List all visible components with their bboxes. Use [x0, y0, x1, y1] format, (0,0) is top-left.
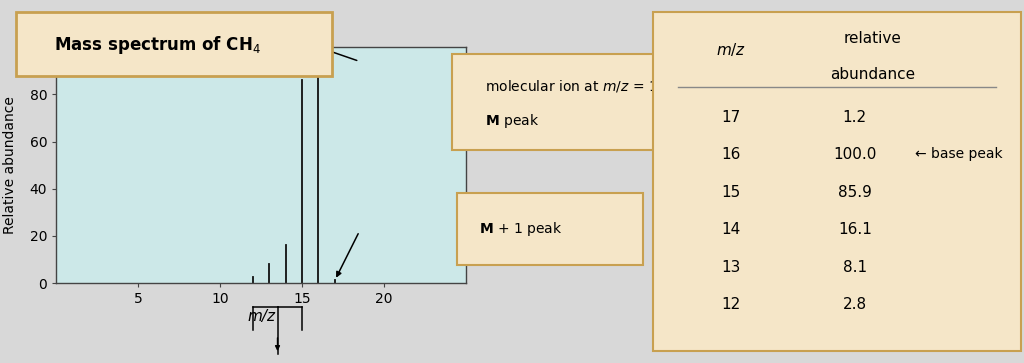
Text: abundance: abundance — [829, 67, 915, 82]
Text: 12: 12 — [722, 298, 740, 313]
X-axis label: m/z: m/z — [247, 309, 275, 324]
Text: molecular ion at $\it{m/z}$ = 16: molecular ion at $\it{m/z}$ = 16 — [485, 78, 667, 94]
Text: Mass spectrum of CH$_4$: Mass spectrum of CH$_4$ — [53, 34, 260, 56]
Text: 14: 14 — [722, 222, 740, 237]
Text: 13: 13 — [722, 260, 740, 275]
FancyBboxPatch shape — [16, 12, 332, 76]
Text: 100.0: 100.0 — [834, 147, 877, 162]
Text: 16.1: 16.1 — [838, 222, 871, 237]
Text: 8.1: 8.1 — [843, 260, 867, 275]
Text: 85.9: 85.9 — [838, 185, 871, 200]
FancyBboxPatch shape — [458, 193, 643, 265]
Text: 2.8: 2.8 — [843, 298, 867, 313]
Text: ← base peak: ← base peak — [914, 147, 1002, 161]
FancyBboxPatch shape — [653, 12, 1021, 351]
Text: 15: 15 — [722, 185, 740, 200]
Text: $\mathbf{M}$ peak: $\mathbf{M}$ peak — [485, 112, 539, 130]
Text: 16: 16 — [722, 147, 740, 162]
Text: relative: relative — [844, 31, 901, 46]
Text: 17: 17 — [722, 110, 740, 125]
FancyBboxPatch shape — [453, 54, 751, 150]
Y-axis label: Relative abundance: Relative abundance — [3, 96, 16, 234]
Text: $\mathbf{M}$ + 1 peak: $\mathbf{M}$ + 1 peak — [479, 220, 563, 238]
Text: $\it{m/z}$: $\it{m/z}$ — [716, 41, 746, 58]
Text: 1.2: 1.2 — [843, 110, 867, 125]
